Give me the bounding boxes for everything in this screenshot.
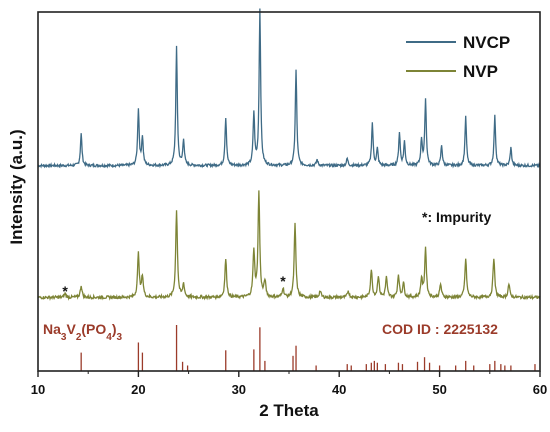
impurity-marker: * xyxy=(280,273,286,289)
legend: NVCP NVP xyxy=(406,33,510,81)
x-axis-ticks: 10 20 30 40 50 60 xyxy=(31,371,547,397)
x-tick-label: 40 xyxy=(332,382,346,397)
x-tick-label: 30 xyxy=(232,382,246,397)
x-tick-label: 60 xyxy=(533,382,547,397)
x-axis-title: 2 Theta xyxy=(259,401,319,420)
x-tick-label: 10 xyxy=(31,382,45,397)
legend-label-nvcp: NVCP xyxy=(463,33,510,52)
reference-formula-label: Na3V2(PO4)3 xyxy=(43,321,123,343)
impurity-markers: ** xyxy=(62,273,286,299)
reference-cod-label: COD ID : 2225132 xyxy=(382,321,498,337)
x-tick-label: 50 xyxy=(432,382,446,397)
reference-lines xyxy=(80,325,536,371)
impurity-note: *: Impurity xyxy=(422,209,491,225)
legend-label-nvp: NVP xyxy=(463,62,498,81)
y-axis-title: Intensity (a.u.) xyxy=(7,129,26,244)
x-tick-label: 20 xyxy=(131,382,145,397)
series-line-nvcp xyxy=(37,8,541,169)
impurity-marker: * xyxy=(62,283,68,299)
series-layer xyxy=(37,8,541,302)
series-line-nvp xyxy=(37,190,541,302)
